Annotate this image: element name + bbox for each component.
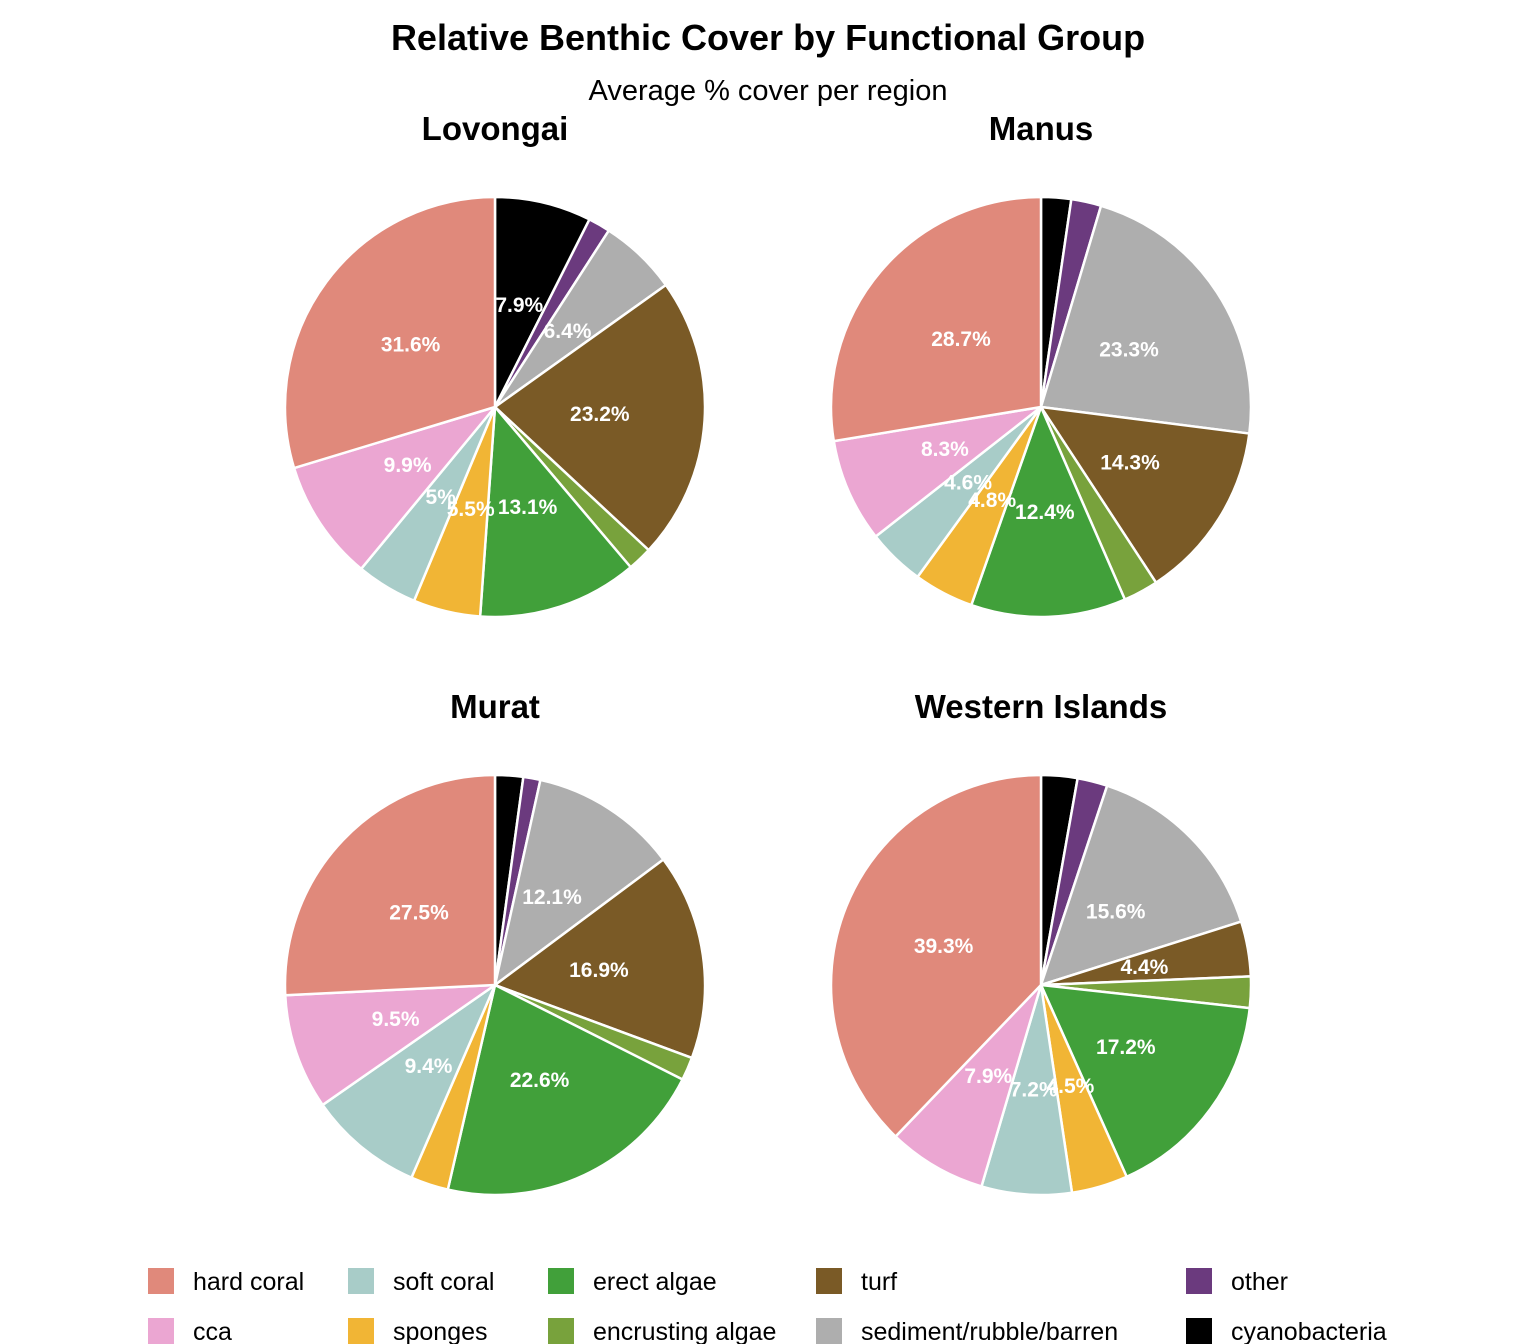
legend-item-sponges: sponges <box>348 1318 488 1344</box>
legend-swatch <box>148 1318 174 1344</box>
slice-label-cca: 9.9% <box>384 454 432 477</box>
legend-label: sponges <box>393 1318 488 1344</box>
legend-label: cca <box>193 1318 232 1344</box>
legend: hard coral cca soft coral sponges erect alga… <box>148 1268 1387 1344</box>
legend-label: turf <box>861 1268 897 1296</box>
pie-panel-manus: 23.3% 14.3% 12.4%4.8%4.6% 8.3% 28.7% Manus <box>829 110 1253 619</box>
slice-label-sediment-rubble-barren: 12.1% <box>522 886 582 909</box>
legend-label: hard coral <box>193 1268 304 1296</box>
pie-slice-cca <box>292 405 497 571</box>
chart-title: Relative Benthic Cover by Functional Gro… <box>391 17 1145 58</box>
slice-label-sediment-rubble-barren: 6.4% <box>544 320 592 343</box>
pie-slice-hard-coral <box>283 195 497 470</box>
legend-swatch <box>548 1268 574 1294</box>
slice-label-erect-algae: 12.4% <box>1015 501 1075 524</box>
slice-label-cyanobacteria: 7.9% <box>495 294 543 317</box>
legend-swatch <box>548 1318 574 1344</box>
legend-item-soft-coral: soft coral <box>348 1268 494 1296</box>
slice-label-turf: 23.2% <box>570 403 630 426</box>
pie-slice-turf <box>1039 405 1251 584</box>
legend-item-turf: turf <box>816 1268 897 1296</box>
panel-title: Western Islands <box>915 688 1167 725</box>
legend-label: sediment/rubble/barren <box>861 1318 1118 1344</box>
legend-item-sediment-rubble-barren: sediment/rubble/barren <box>816 1318 1118 1344</box>
slice-label-turf: 14.3% <box>1100 452 1160 475</box>
panel-title: Murat <box>450 688 540 725</box>
legend-item-cyanobacteria: cyanobacteria <box>1186 1318 1387 1344</box>
pie-slice-cyanobacteria <box>493 195 591 409</box>
pie-panel-murat: 12.1% 16.9% 22.6% 9.4% 9.5% 27.5% Murat <box>283 688 707 1197</box>
chart-subtitle: Average % cover per region <box>589 75 948 107</box>
slice-label-hard-coral: 27.5% <box>389 902 449 925</box>
slice-label-erect-algae: 13.1% <box>498 496 558 519</box>
legend-item-hard-coral: hard coral <box>148 1268 304 1296</box>
pie-slice-cca <box>832 405 1043 538</box>
pie-slice-soft-coral <box>321 983 497 1179</box>
pie-panel-western-islands: 15.6% 4.4% 17.2%4.5%7.2%7.9% 39.3% Western I… <box>829 688 1253 1197</box>
legend-item-encrusting-algae: encrusting algae <box>548 1318 776 1344</box>
legend-item-erect-algae: erect algae <box>548 1268 717 1296</box>
pie-slice-turf <box>493 858 707 1060</box>
slice-label-soft-coral: 7.2% <box>1010 1079 1058 1102</box>
pie-slice-sediment-rubble-barren <box>493 778 665 987</box>
legend-swatch <box>348 1268 374 1294</box>
legend-label: soft coral <box>393 1268 494 1296</box>
slice-label-turf: 16.9% <box>569 959 629 982</box>
slice-label-erect-algae: 22.6% <box>510 1069 570 1092</box>
pie-slice-erect-algae <box>446 983 684 1197</box>
pie-slice-hard-coral <box>829 195 1043 443</box>
legend-swatch <box>1186 1318 1212 1344</box>
pie-slice-sediment-rubble-barren <box>1039 204 1253 435</box>
legend-item-other: other <box>1186 1268 1288 1296</box>
slice-label-sponges: 4.5% <box>1046 1075 1094 1098</box>
pie-slice-erect-algae <box>970 405 1127 619</box>
legend-swatch <box>1186 1268 1212 1294</box>
legend-swatch <box>816 1268 842 1294</box>
slice-label-hard-coral: 28.7% <box>931 328 991 351</box>
pie-slice-hard-coral <box>829 773 1043 1138</box>
slice-label-erect-algae: 17.2% <box>1096 1036 1156 1059</box>
slice-label-sediment-rubble-barren: 23.3% <box>1099 339 1159 362</box>
slice-label-cca: 7.9% <box>964 1065 1012 1088</box>
slice-label-turf: 4.4% <box>1120 956 1168 979</box>
legend-item-cca: cca <box>148 1318 232 1344</box>
legend-swatch <box>148 1268 174 1294</box>
panel-title: Manus <box>989 110 1094 147</box>
legend-label: erect algae <box>593 1268 717 1296</box>
legend-label: encrusting algae <box>593 1318 776 1344</box>
pie-slice-cca <box>284 983 497 1107</box>
pie-slice-erect-algae <box>478 405 632 619</box>
panel-title: Lovongai <box>422 110 569 147</box>
pie-slice-erect-algae <box>1039 983 1251 1178</box>
pie-slice-hard-coral <box>283 773 497 997</box>
slice-label-soft-coral: 5% <box>426 486 457 509</box>
slice-label-soft-coral: 4.6% <box>944 472 992 495</box>
slice-label-hard-coral: 39.3% <box>914 935 974 958</box>
legend-label: cyanobacteria <box>1231 1318 1387 1344</box>
legend-swatch <box>348 1318 374 1344</box>
slice-label-cca: 9.5% <box>372 1008 420 1031</box>
slice-label-soft-coral: 9.4% <box>405 1055 453 1078</box>
pie-slice-sediment-rubble-barren <box>1039 784 1243 987</box>
legend-swatch <box>816 1318 842 1344</box>
slice-label-hard-coral: 31.6% <box>381 334 441 357</box>
pie-slice-cca <box>894 983 1043 1188</box>
slice-label-cca: 8.3% <box>921 438 969 461</box>
legend-label: other <box>1231 1268 1288 1296</box>
slice-label-sediment-rubble-barren: 15.6% <box>1086 900 1146 923</box>
pie-slice-turf <box>493 283 707 552</box>
slice-label-sponges: 5.5% <box>447 498 495 521</box>
slice-label-sponges: 4.8% <box>968 489 1016 512</box>
pie-panel-lovongai: 7.9%6.4% 23.2% 13.1%5.5%5% 9.9% 31.6% Lovonga… <box>283 110 707 619</box>
pie-panels: 7.9%6.4%23.2%13.1%5.5%5%9.9%31.6%Lovonga… <box>283 110 1253 1197</box>
